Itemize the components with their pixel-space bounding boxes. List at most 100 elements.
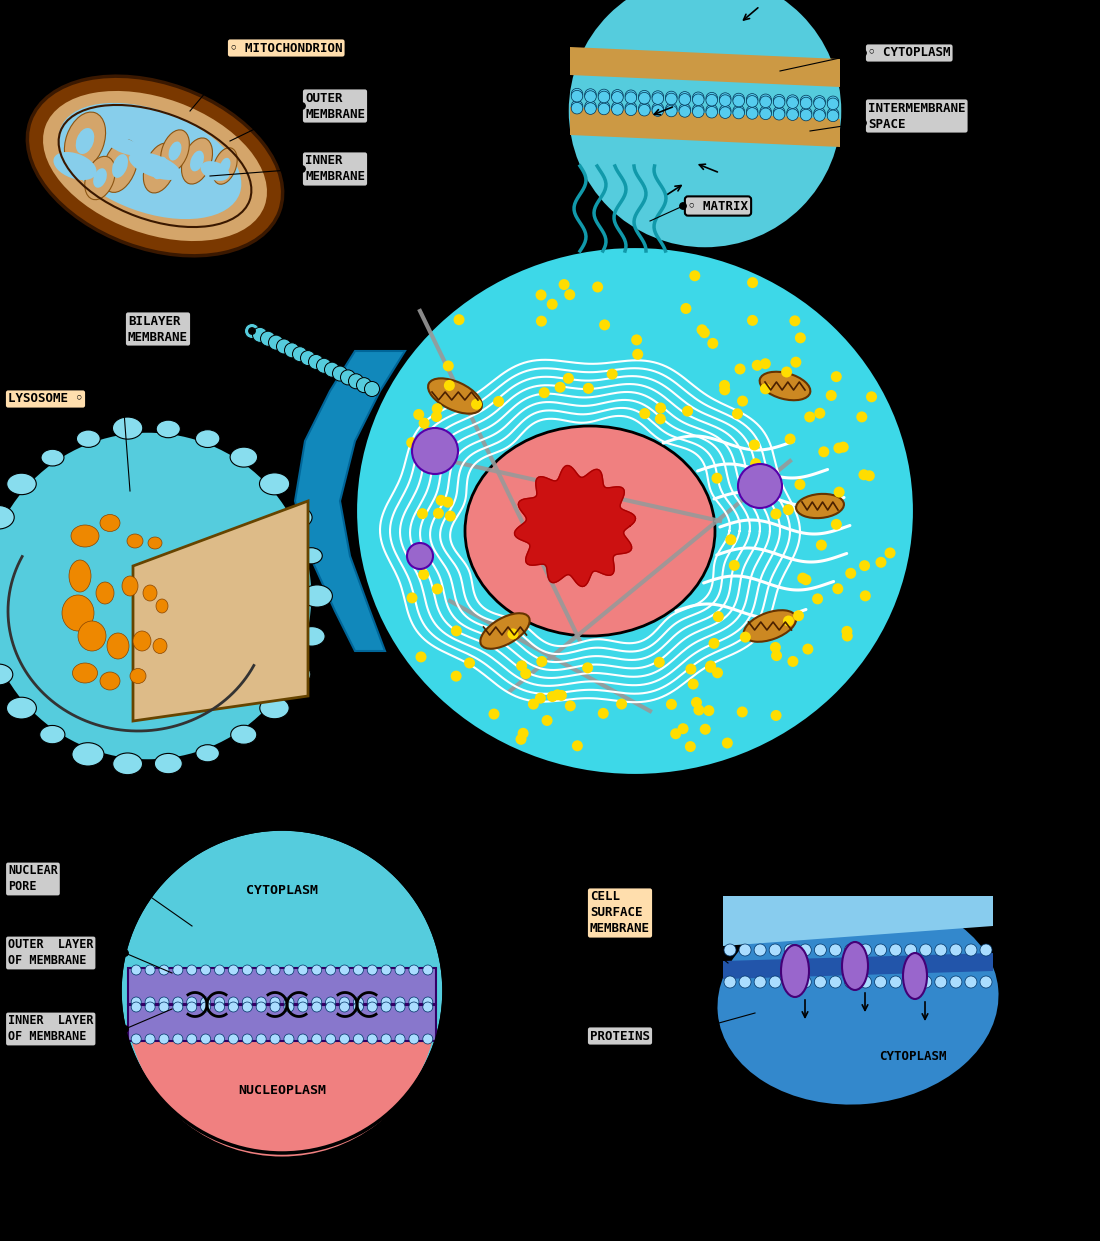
Circle shape [271,965,281,975]
Circle shape [612,92,624,103]
Ellipse shape [58,103,241,220]
Circle shape [771,650,782,661]
Circle shape [904,944,916,956]
Circle shape [535,692,546,704]
Circle shape [431,403,442,414]
Circle shape [598,91,609,103]
Ellipse shape [190,150,204,171]
Circle shape [299,166,305,172]
Circle shape [242,1001,252,1011]
Circle shape [597,707,608,719]
Circle shape [422,1034,432,1044]
Circle shape [859,560,870,571]
Circle shape [760,96,771,108]
Ellipse shape [153,156,167,179]
Ellipse shape [69,560,91,592]
Circle shape [214,1001,224,1011]
Circle shape [536,289,547,300]
Circle shape [829,944,842,956]
Circle shape [298,997,308,1006]
Circle shape [612,103,624,115]
Ellipse shape [0,664,13,685]
Circle shape [298,1001,308,1011]
Circle shape [187,997,197,1006]
Circle shape [145,965,155,975]
Circle shape [536,315,547,326]
Circle shape [950,944,961,956]
Ellipse shape [7,697,36,719]
Circle shape [271,1034,281,1044]
Circle shape [187,965,197,975]
Circle shape [760,105,771,118]
Circle shape [145,1001,155,1011]
Circle shape [431,411,442,422]
Circle shape [845,944,857,956]
Circle shape [706,107,717,118]
Circle shape [432,583,443,594]
Circle shape [856,412,867,422]
Text: OUTER  LAYER
OF MEMBRANE: OUTER LAYER OF MEMBRANE [8,938,94,968]
Circle shape [681,303,692,314]
Circle shape [859,975,871,988]
Circle shape [965,944,977,956]
Circle shape [349,374,363,388]
Circle shape [703,705,714,716]
Circle shape [838,442,849,453]
Circle shape [559,279,570,290]
Circle shape [766,477,777,486]
Circle shape [612,89,624,102]
Circle shape [798,572,808,583]
Circle shape [632,349,644,360]
Circle shape [706,92,717,104]
Ellipse shape [41,449,64,465]
Circle shape [760,108,771,119]
Circle shape [884,547,895,558]
Circle shape [719,107,732,118]
Circle shape [760,94,771,105]
Circle shape [395,965,405,975]
Circle shape [324,362,340,377]
Circle shape [827,96,839,108]
Circle shape [935,944,947,956]
Circle shape [685,664,696,675]
Circle shape [433,508,444,519]
Circle shape [706,94,717,105]
Circle shape [381,965,392,975]
Ellipse shape [284,665,311,684]
Ellipse shape [156,421,180,438]
Circle shape [541,715,552,726]
Circle shape [920,975,932,988]
Circle shape [691,697,702,707]
Circle shape [802,644,813,654]
Circle shape [740,632,751,643]
Circle shape [749,439,760,450]
Circle shape [783,616,794,627]
Circle shape [256,965,266,975]
Circle shape [693,92,704,103]
Circle shape [679,92,691,103]
Circle shape [122,949,129,957]
Circle shape [801,96,812,107]
Circle shape [326,997,336,1006]
Circle shape [326,965,336,975]
Circle shape [682,406,693,417]
Ellipse shape [300,547,322,563]
Circle shape [804,412,815,422]
Circle shape [814,975,826,988]
Circle shape [160,1001,169,1011]
Circle shape [781,366,792,377]
Circle shape [801,575,812,586]
Text: NUCLEAR
PORE: NUCLEAR PORE [8,865,58,894]
Circle shape [422,1001,432,1011]
Circle shape [444,510,455,521]
Circle shape [858,469,869,480]
Circle shape [812,593,823,604]
Ellipse shape [796,494,844,519]
Circle shape [707,338,718,349]
Ellipse shape [212,148,238,184]
Circle shape [436,495,447,506]
Circle shape [725,534,736,545]
Circle shape [814,96,825,107]
Circle shape [652,103,663,114]
Circle shape [755,944,766,956]
